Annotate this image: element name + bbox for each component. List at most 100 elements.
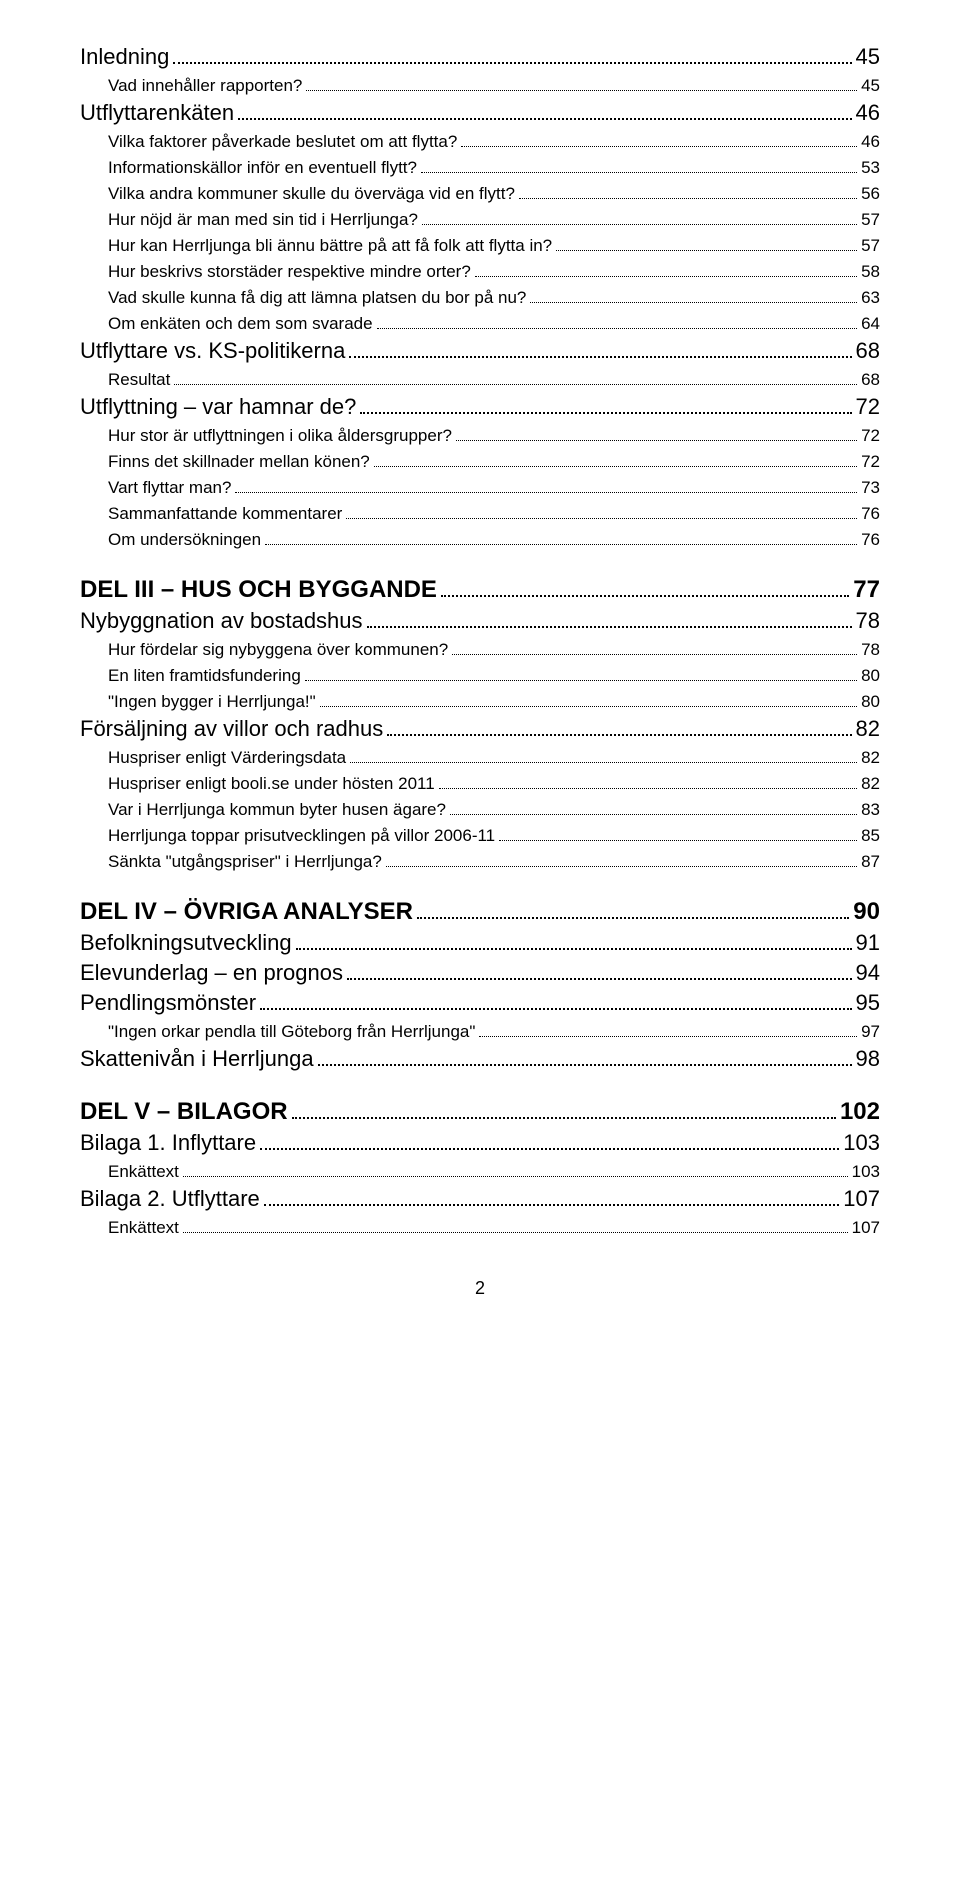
toc-entry-label: Vilka andra kommuner skulle du överväga …: [108, 184, 515, 204]
toc-entry-label: Skattenivån i Herrljunga: [80, 1046, 314, 1072]
toc-entry: Informationskällor inför en eventuell fl…: [108, 158, 880, 178]
toc-entry-page: 46: [861, 132, 880, 152]
toc-entry-label: Vart flyttar man?: [108, 478, 231, 498]
toc-dots: [417, 900, 849, 919]
toc-entry-page: 102: [840, 1098, 880, 1126]
toc-entry-label: Pendlingsmönster: [80, 990, 256, 1016]
toc-entry: Utflyttarenkäten 46: [80, 100, 880, 126]
toc-entry: Hur fördelar sig nybyggena över kommunen…: [108, 640, 880, 660]
toc-dots: [452, 642, 857, 655]
toc-dots: [499, 828, 857, 841]
toc-entry-page: 91: [856, 930, 880, 956]
toc-dots: [264, 1189, 840, 1206]
toc-entry-label: DEL V – BILAGOR: [80, 1098, 288, 1126]
toc-entry-label: Huspriser enligt booli.se under hösten 2…: [108, 774, 435, 794]
toc-entry: Var i Herrljunga kommun byter husen ägar…: [108, 800, 880, 820]
toc-entry-page: 78: [861, 640, 880, 660]
toc-entry: DEL V – BILAGOR 102: [80, 1098, 880, 1126]
toc-dots: [350, 750, 857, 763]
toc-dots: [183, 1220, 848, 1233]
toc-entry-page: 53: [861, 158, 880, 178]
toc-entry-page: 58: [861, 262, 880, 282]
toc-entry-page: 95: [856, 990, 880, 1016]
toc-entry-label: Om undersökningen: [108, 530, 261, 550]
toc-entry: Resultat68: [108, 370, 880, 390]
toc-dots: [439, 776, 857, 789]
toc-entry: Enkättext 107: [108, 1218, 880, 1238]
toc-entry-label: Huspriser enligt Värderingsdata: [108, 748, 346, 768]
toc-dots: [421, 160, 857, 173]
toc-entry-label: Utflyttning – var hamnar de?: [80, 394, 356, 420]
toc-entry-label: Försäljning av villor och radhus: [80, 716, 383, 742]
toc-entry-page: 82: [856, 716, 880, 742]
toc-entry: "Ingen orkar pendla till Göteborg från H…: [108, 1022, 880, 1042]
toc-entry-page: 46: [856, 100, 880, 126]
toc-dots: [296, 933, 852, 950]
toc-dots: [374, 454, 857, 467]
toc-entry-page: 90: [853, 898, 880, 926]
toc-entry-label: Enkättext: [108, 1218, 179, 1238]
toc-entry-label: Vilka faktorer påverkade beslutet om att…: [108, 132, 457, 152]
toc-dots: [422, 212, 857, 225]
toc-entry-label: Hur nöjd är man med sin tid i Herrljunga…: [108, 210, 418, 230]
toc-entry-label: Hur fördelar sig nybyggena över kommunen…: [108, 640, 448, 660]
toc-entry-page: 73: [861, 478, 880, 498]
toc-dots: [260, 1133, 839, 1150]
toc-entry: Hur nöjd är man med sin tid i Herrljunga…: [108, 210, 880, 230]
toc-entry-label: Hur stor är utflyttningen i olika ålders…: [108, 426, 452, 446]
toc-entry-page: 97: [861, 1022, 880, 1042]
toc-entry-page: 107: [843, 1186, 880, 1212]
toc-dots: [387, 719, 851, 736]
toc-entry-page: 45: [861, 76, 880, 96]
toc-entry-label: Om enkäten och dem som svarade: [108, 314, 373, 334]
toc-entry: Vart flyttar man? 73: [108, 478, 880, 498]
toc-dots: [346, 506, 857, 519]
toc-entry-page: 103: [843, 1130, 880, 1156]
toc-entry-label: Utflyttarenkäten: [80, 100, 234, 126]
toc-entry-label: DEL III – HUS OCH BYGGANDE: [80, 576, 437, 604]
toc-entry-label: Befolkningsutveckling: [80, 930, 292, 956]
toc-entry-page: 82: [861, 774, 880, 794]
toc-entry-label: Inledning: [80, 44, 169, 70]
toc-entry-label: Utflyttare vs. KS-politikerna: [80, 338, 345, 364]
toc-entry-label: Sänkta "utgångspriser" i Herrljunga?: [108, 852, 382, 872]
toc-entry-page: 85: [861, 826, 880, 846]
toc-entry-page: 94: [856, 960, 880, 986]
toc-entry: Hur stor är utflyttningen i olika ålders…: [108, 426, 880, 446]
toc-dots: [367, 611, 852, 628]
toc-dots: [235, 480, 857, 493]
toc-entry: Enkättext 103: [108, 1162, 880, 1182]
toc-dots: [306, 78, 857, 91]
toc-entry-label: Sammanfattande kommentarer: [108, 504, 342, 524]
toc-dots: [441, 578, 849, 597]
toc-entry-page: 107: [852, 1218, 880, 1238]
toc-entry: Bilaga 2. Utflyttare 107: [80, 1186, 880, 1212]
toc-entry: Elevunderlag – en prognos94: [80, 960, 880, 986]
toc-entry-label: En liten framtidsfundering: [108, 666, 301, 686]
toc-dots: [347, 963, 852, 980]
toc-entry: Vilka faktorer påverkade beslutet om att…: [108, 132, 880, 152]
toc-entry: Herrljunga toppar prisutvecklingen på vi…: [108, 826, 880, 846]
toc-dots: [456, 428, 857, 441]
toc-entry: Utflyttning – var hamnar de?72: [80, 394, 880, 420]
toc-entry-label: Enkättext: [108, 1162, 179, 1182]
toc-page: Inledning45Vad innehåller rapporten?45Ut…: [0, 0, 960, 1339]
toc-entry-page: 103: [852, 1162, 880, 1182]
toc-entry: Om undersökningen76: [108, 530, 880, 550]
toc-entry-label: Bilaga 2. Utflyttare: [80, 1186, 260, 1212]
toc-dots: [377, 316, 858, 329]
toc-entry-page: 72: [861, 426, 880, 446]
toc-entry-label: Herrljunga toppar prisutvecklingen på vi…: [108, 826, 495, 846]
toc-entry: Huspriser enligt Värderingsdata82: [108, 748, 880, 768]
toc-dots: [173, 47, 851, 64]
toc-entry-page: 68: [861, 370, 880, 390]
toc-entry-page: 76: [861, 504, 880, 524]
toc-entry-label: Bilaga 1. Inflyttare: [80, 1130, 256, 1156]
toc-entry-page: 78: [856, 608, 880, 634]
toc-entry-page: 68: [856, 338, 880, 364]
toc-entry-label: Var i Herrljunga kommun byter husen ägar…: [108, 800, 446, 820]
toc-entry: DEL IV – ÖVRIGA ANALYSER90: [80, 898, 880, 926]
toc-entry: Befolkningsutveckling 91: [80, 930, 880, 956]
toc-entry: Finns det skillnader mellan könen?72: [108, 452, 880, 472]
toc-container: Inledning45Vad innehåller rapporten?45Ut…: [80, 44, 880, 1238]
